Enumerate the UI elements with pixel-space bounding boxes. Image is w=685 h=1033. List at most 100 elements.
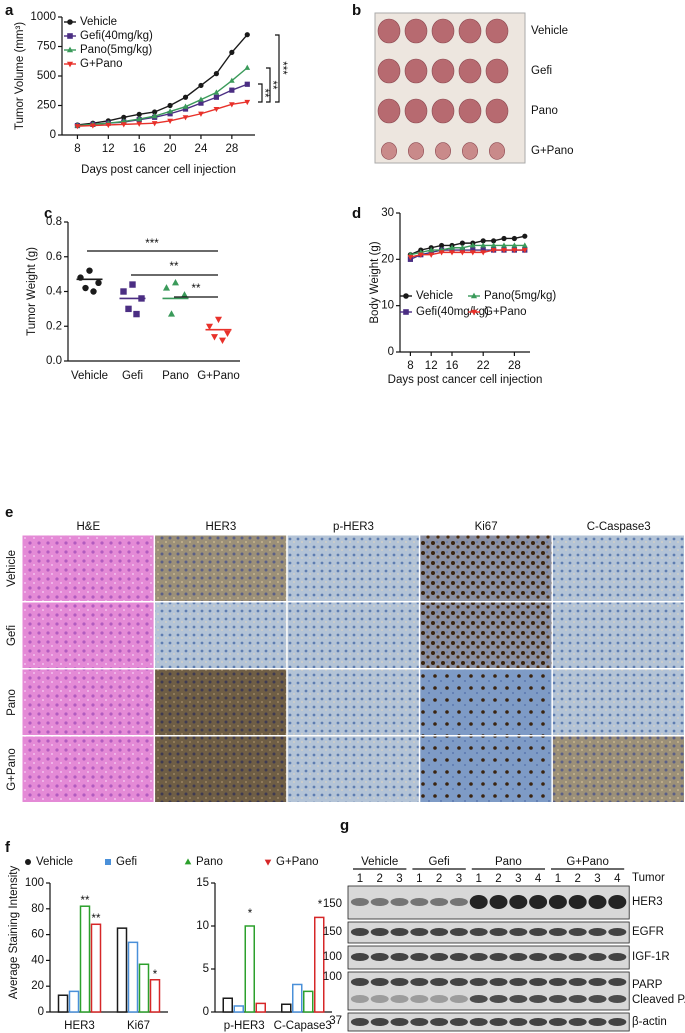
- band: [608, 928, 627, 936]
- ihc-row-label: Pano: [6, 689, 18, 716]
- x-tick-label: 28: [225, 143, 238, 155]
- ihc-image: [552, 535, 684, 601]
- marker: [120, 288, 127, 295]
- panel-label: a: [5, 2, 14, 19]
- marker: [105, 859, 111, 865]
- y-axis-label: Average Staining Intensity: [8, 866, 20, 1000]
- marker: [67, 19, 73, 25]
- lane-number: 3: [515, 873, 521, 885]
- band: [568, 895, 587, 909]
- marker: [182, 106, 189, 112]
- marker: [198, 96, 204, 102]
- band: [449, 928, 468, 936]
- bar: [57, 994, 69, 1013]
- marker: [82, 284, 89, 292]
- blot: [347, 885, 630, 920]
- marker: [264, 859, 272, 866]
- x-tick-label: Pano: [162, 370, 189, 382]
- band: [390, 898, 409, 906]
- marker: [182, 103, 189, 109]
- y-tick-label: 500: [37, 70, 56, 82]
- mw-marker: 100: [323, 951, 342, 963]
- band: [608, 895, 627, 909]
- bar: [233, 1005, 244, 1013]
- panel-label: b: [352, 2, 361, 19]
- band: [608, 953, 627, 961]
- x-tick-label: 20: [164, 143, 177, 155]
- mw-marker: 37: [329, 1015, 342, 1027]
- x-tick-label: 28: [508, 360, 521, 372]
- tumor: [380, 142, 397, 160]
- bar: [79, 905, 91, 1013]
- tumor: [485, 58, 509, 84]
- marker: [90, 123, 96, 129]
- marker: [25, 859, 31, 865]
- marker: [490, 242, 497, 248]
- band: [489, 995, 508, 1003]
- band: [370, 978, 389, 986]
- legend-label: Pano(5mg/kg): [484, 290, 556, 302]
- band: [449, 978, 468, 986]
- marker: [459, 240, 465, 246]
- series-line: [410, 249, 525, 258]
- group-label: Pano: [495, 856, 522, 868]
- lane-number: 2: [376, 873, 382, 885]
- marker: [470, 309, 478, 316]
- tumor: [431, 58, 455, 84]
- ihc-image: [287, 535, 419, 601]
- marker: [167, 118, 173, 124]
- marker: [417, 252, 424, 258]
- ihc-image: [155, 736, 287, 802]
- marker: [171, 278, 180, 286]
- marker: [120, 118, 127, 124]
- band: [509, 1018, 528, 1026]
- marker: [403, 309, 409, 315]
- band: [390, 928, 409, 936]
- mw-marker: 150: [323, 898, 342, 910]
- bar: [255, 1002, 266, 1013]
- marker: [480, 238, 486, 244]
- band: [430, 953, 449, 961]
- marker: [428, 249, 434, 255]
- legend-label: G+Pano: [484, 306, 527, 318]
- band: [350, 928, 369, 936]
- significance: ***: [145, 238, 159, 250]
- marker: [214, 316, 223, 324]
- band: [449, 953, 468, 961]
- marker: [184, 858, 192, 865]
- marker: [120, 122, 127, 128]
- band: [350, 898, 369, 906]
- ihc-image: [287, 602, 419, 668]
- legend-label: Vehicle: [80, 16, 117, 28]
- tumor: [458, 58, 482, 84]
- band: [509, 895, 528, 909]
- y-tick-label: 0.6: [46, 251, 62, 263]
- blot: [347, 945, 630, 970]
- significance: **: [258, 89, 270, 98]
- bar: [90, 923, 102, 1013]
- marker: [244, 99, 251, 106]
- significance: *: [153, 969, 158, 981]
- marker: [470, 292, 478, 299]
- marker: [74, 124, 81, 130]
- lane-number: 3: [594, 873, 600, 885]
- band: [449, 898, 468, 906]
- bracket: [258, 83, 263, 103]
- tumor: [404, 98, 428, 124]
- y-tick-label: 0.0: [46, 355, 62, 367]
- ihc-column-label: p-HER3: [333, 521, 374, 533]
- band: [608, 978, 627, 986]
- ihc-column-label: HER3: [206, 521, 237, 533]
- marker: [180, 291, 189, 298]
- y-tick-label: 10: [381, 300, 394, 312]
- x-tick-label: 8: [407, 360, 413, 372]
- lane-number: 4: [614, 873, 621, 885]
- marker: [167, 102, 173, 109]
- band: [390, 995, 409, 1003]
- band: [469, 928, 488, 936]
- band: [410, 953, 429, 961]
- tumor: [404, 58, 428, 84]
- ihc-image: [155, 602, 287, 668]
- bar: [244, 925, 255, 1013]
- band: [469, 1018, 488, 1026]
